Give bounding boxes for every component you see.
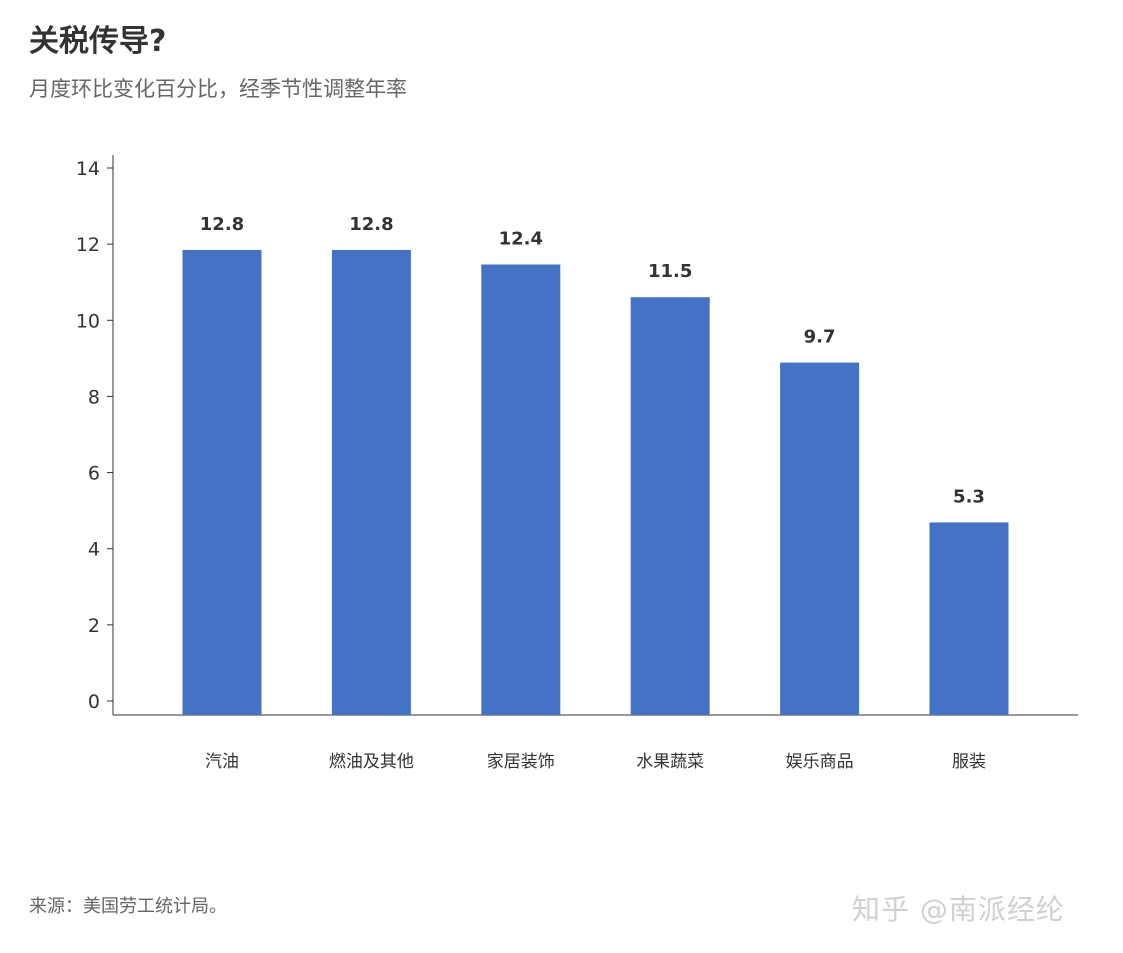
bar bbox=[630, 297, 710, 715]
bar bbox=[182, 249, 262, 715]
data-label: 5.3 bbox=[953, 486, 985, 507]
y-tick-label: 10 bbox=[76, 310, 100, 332]
x-tick-label: 家居装饰 bbox=[487, 752, 555, 772]
y-tick-label: 4 bbox=[88, 539, 100, 561]
bar bbox=[331, 249, 411, 715]
y-tick-label: 8 bbox=[88, 386, 100, 408]
data-label: 11.5 bbox=[648, 261, 692, 282]
y-tick-label: 14 bbox=[76, 158, 100, 180]
x-tick-label: 燃油及其他 bbox=[329, 752, 414, 772]
data-label: 12.8 bbox=[349, 214, 393, 235]
data-label: 9.7 bbox=[804, 327, 836, 348]
data-label: 12.8 bbox=[200, 214, 244, 235]
x-tick-label: 汽油 bbox=[205, 752, 239, 772]
bar bbox=[481, 264, 561, 715]
x-tick-label: 娱乐商品 bbox=[786, 752, 854, 772]
watermark: 知乎 @南派经纶 bbox=[852, 893, 1065, 926]
chart-subtitle: 月度环比变化百分比，经季节性调整年率 bbox=[29, 77, 407, 101]
bar bbox=[929, 522, 1009, 715]
bar bbox=[780, 362, 860, 715]
data-label: 12.4 bbox=[499, 229, 543, 250]
y-tick-label: 12 bbox=[76, 234, 100, 256]
x-tick-label: 水果蔬菜 bbox=[636, 752, 704, 772]
x-tick-label: 服装 bbox=[952, 752, 986, 772]
source-note: 来源：美国劳工统计局。 bbox=[29, 896, 227, 917]
chart-title: 关税传导? bbox=[29, 24, 167, 59]
y-tick-label: 6 bbox=[88, 463, 100, 485]
y-tick-label: 2 bbox=[88, 615, 100, 637]
y-tick-label: 0 bbox=[88, 691, 100, 713]
